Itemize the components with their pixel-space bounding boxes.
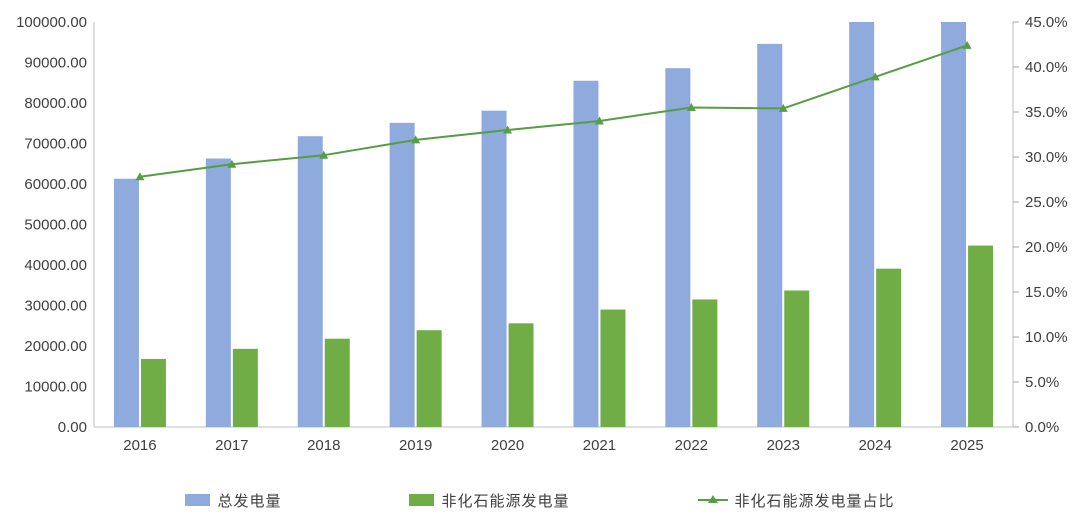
- y-axis-right-tick-label: 35.0%: [1025, 104, 1068, 121]
- y-axis-left-tick-label: 50000.00: [24, 217, 87, 234]
- y-axis-left-tick-label: 30000.00: [24, 298, 87, 315]
- legend-item-total: 总发电量: [185, 490, 281, 511]
- y-axis-right-tick-label: 20.0%: [1025, 239, 1068, 256]
- bar-total-2020: [481, 110, 507, 427]
- y-axis-left-tick-label: 60000.00: [24, 176, 87, 193]
- x-axis-category-label: 2021: [583, 437, 616, 454]
- share-line-marker-2019: [411, 135, 421, 144]
- share-line-marker-2022: [686, 103, 696, 111]
- share-line-marker-2025: [962, 40, 972, 49]
- bar-nonfossil-2016: [140, 358, 166, 427]
- bar-nonfossil-2021: [600, 309, 626, 427]
- y-axis-left-tick-label: 80000.00: [24, 95, 87, 112]
- y-axis-left-tick-label: 100000.00: [16, 14, 87, 31]
- share-line-marker-2018: [319, 150, 329, 159]
- share-line-marker-2020: [503, 125, 513, 134]
- x-axis-category-label: 2017: [215, 437, 248, 454]
- legend-swatch-icon: [409, 494, 435, 506]
- y-axis-right-tick-label: 0.0%: [1025, 419, 1059, 436]
- share-line-marker-2023: [778, 103, 788, 112]
- bar-total-2016: [113, 178, 139, 427]
- x-axis-category-label: 2024: [858, 437, 891, 454]
- x-axis-category-label: 2025: [950, 437, 983, 454]
- bar-nonfossil-2020: [508, 323, 534, 427]
- x-axis-category-label: 2016: [123, 437, 156, 454]
- bar-total-2017: [205, 158, 231, 428]
- legend-label: 非化石能源发电量占比: [734, 492, 895, 510]
- y-axis-right-tick-label: 45.0%: [1025, 14, 1068, 31]
- share-line: [139, 44, 968, 178]
- y-axis-right-tick-label: 40.0%: [1025, 59, 1068, 76]
- bar-nonfossil-2019: [416, 330, 442, 427]
- y-axis-left-tick-label: 70000.00: [24, 136, 87, 153]
- share-line-marker-2017: [227, 159, 237, 168]
- y-axis-right-tick-label: 10.0%: [1025, 329, 1068, 346]
- x-axis-category-label: 2019: [399, 437, 432, 454]
- bar-nonfossil-2022: [692, 299, 718, 427]
- bar-nonfossil-2024: [876, 268, 902, 427]
- y-axis-right-tick-label: 30.0%: [1025, 149, 1068, 166]
- x-axis-category-label: 2020: [491, 437, 524, 454]
- x-axis-category-label: 2022: [675, 437, 708, 454]
- y-axis-left-tick-label: 40000.00: [24, 257, 87, 274]
- legend-label: 总发电量: [217, 492, 282, 510]
- y-axis-left-tick-label: 10000.00: [24, 379, 87, 396]
- bar-total-2018: [297, 136, 323, 427]
- legend-swatch-icon: [185, 494, 211, 506]
- share-line-marker-2016: [135, 172, 145, 181]
- bar-total-2019: [389, 122, 415, 427]
- legend-item-share: 非化石能源发电量占比: [697, 490, 895, 511]
- bar-total-2022: [665, 68, 691, 428]
- bar-total-2024: [849, 22, 875, 427]
- y-axis-right-tick-label: 15.0%: [1025, 284, 1068, 301]
- share-line-marker-2024: [870, 72, 880, 81]
- legend-item-nonfossil: 非化石能源发电量: [409, 490, 569, 511]
- y-axis-left-tick-label: 0.00: [58, 419, 87, 436]
- chart-legend: 总发电量 非化石能源发电量 非化石能源发电量占比: [0, 486, 1080, 514]
- combo-chart: 100000.00 90000.00 80000.00 70000.00 60000.0…: [16, 14, 1068, 454]
- bar-nonfossil-2018: [324, 338, 350, 427]
- legend-label: 非化石能源发电量: [441, 492, 570, 510]
- y-axis-right-tick-label: 25.0%: [1025, 194, 1068, 211]
- x-axis-category-label: 2018: [307, 437, 340, 454]
- x-axis-category-label: 2023: [767, 437, 800, 454]
- share-line-marker-2021: [594, 116, 604, 125]
- bar-nonfossil-2017: [232, 348, 258, 427]
- bar-total-2025: [941, 22, 967, 427]
- bar-nonfossil-2023: [784, 290, 810, 427]
- y-axis-right-tick-label: 5.0%: [1025, 374, 1059, 391]
- legend-line-marker-icon: [697, 494, 728, 506]
- bar-total-2023: [757, 43, 783, 428]
- bar-nonfossil-2025: [968, 245, 994, 427]
- bar-total-2021: [573, 80, 599, 427]
- y-axis-left-tick-label: 90000.00: [24, 55, 87, 72]
- y-axis-left-tick-label: 20000.00: [24, 338, 87, 355]
